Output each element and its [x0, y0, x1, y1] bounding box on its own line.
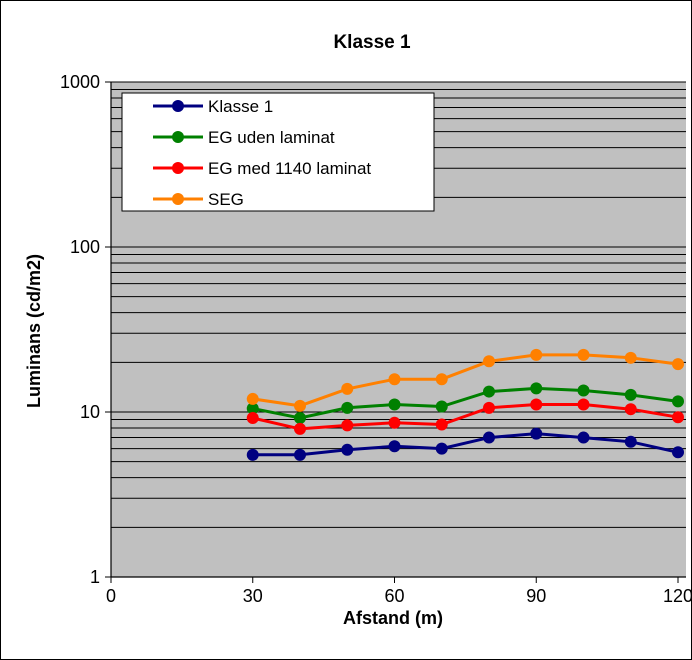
data-point: [577, 384, 590, 397]
data-point: [246, 392, 259, 405]
data-point: [577, 348, 590, 361]
data-point: [294, 411, 306, 424]
data-point: [246, 411, 259, 424]
data-point: [483, 385, 495, 398]
data-point: [624, 435, 637, 448]
x-tick-label: 60: [384, 586, 404, 606]
data-point: [246, 448, 259, 461]
data-point: [341, 382, 354, 395]
series-line: [252, 353, 679, 408]
data-point: [246, 402, 259, 415]
data-point: [483, 431, 495, 444]
y-tick-label: 100: [70, 237, 100, 257]
x-tick-label: 0: [106, 586, 116, 606]
data-point: [388, 373, 401, 386]
legend-label: EG med 1140 laminat: [208, 159, 371, 178]
data-point: [530, 398, 543, 411]
data-point: [577, 398, 590, 411]
legend-marker: [172, 193, 184, 205]
x-tick-label: 120: [663, 586, 692, 606]
data-point: [530, 348, 543, 361]
series-line: [252, 403, 679, 431]
legend-marker: [172, 100, 184, 112]
data-point: [672, 411, 684, 424]
data-point: [294, 422, 306, 435]
data-point: [435, 373, 448, 386]
y-tick-label: 10: [80, 402, 100, 422]
data-point: [530, 382, 543, 395]
data-point: [624, 351, 637, 364]
data-point: [341, 401, 354, 414]
data-point: [388, 416, 401, 429]
series-group: [246, 348, 684, 461]
data-point: [435, 442, 448, 455]
data-point: [530, 427, 543, 440]
data-point: [624, 403, 637, 416]
chart-title: Klasse 1: [333, 32, 411, 53]
series-line: [252, 432, 679, 457]
legend-marker: [172, 131, 184, 143]
y-tick-label: 1: [90, 567, 100, 587]
y-tick-label: 1000: [60, 72, 100, 92]
x-axis-title: Afstand (m): [343, 608, 443, 628]
data-point: [294, 448, 306, 461]
data-point: [483, 401, 495, 414]
data-point: [388, 440, 401, 453]
x-tick-label: 30: [243, 586, 263, 606]
data-point: [294, 399, 306, 412]
data-point: [388, 398, 401, 411]
legend-box: [121, 92, 435, 212]
data-point: [341, 419, 354, 432]
data-point: [435, 400, 448, 413]
legend-label: SEG: [208, 190, 244, 209]
data-point: [624, 388, 637, 401]
data-point: [341, 443, 354, 456]
data-point: [672, 395, 684, 408]
legend-label: EG uden laminat: [208, 128, 335, 147]
legend: Klasse 1 EG uden laminat EG med 1140 lamin…: [121, 92, 435, 212]
x-tick-label: 90: [526, 586, 546, 606]
data-point: [672, 358, 684, 371]
legend-label: Klasse 1: [208, 97, 273, 116]
data-point: [435, 418, 448, 431]
legend-marker: [172, 162, 184, 174]
y-axis-title: Luminans (cd/m2): [24, 254, 44, 408]
data-point: [672, 446, 684, 459]
data-point: [483, 355, 495, 368]
data-point: [577, 431, 590, 444]
series-line: [252, 386, 679, 420]
